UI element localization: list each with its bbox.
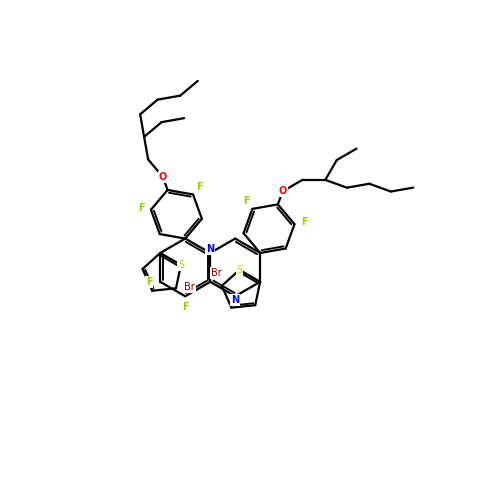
Text: N: N xyxy=(206,244,214,254)
Text: F: F xyxy=(138,203,144,213)
Text: Br: Br xyxy=(184,282,195,292)
Text: F: F xyxy=(301,218,308,228)
Text: F: F xyxy=(146,277,152,287)
Text: S: S xyxy=(178,260,184,270)
Text: F: F xyxy=(242,196,250,206)
Text: S: S xyxy=(236,265,242,275)
Text: O: O xyxy=(158,172,167,182)
Text: F: F xyxy=(196,182,202,192)
Text: N: N xyxy=(231,295,239,305)
Text: O: O xyxy=(278,186,286,196)
Text: F: F xyxy=(182,302,188,312)
Text: Br: Br xyxy=(210,268,222,278)
